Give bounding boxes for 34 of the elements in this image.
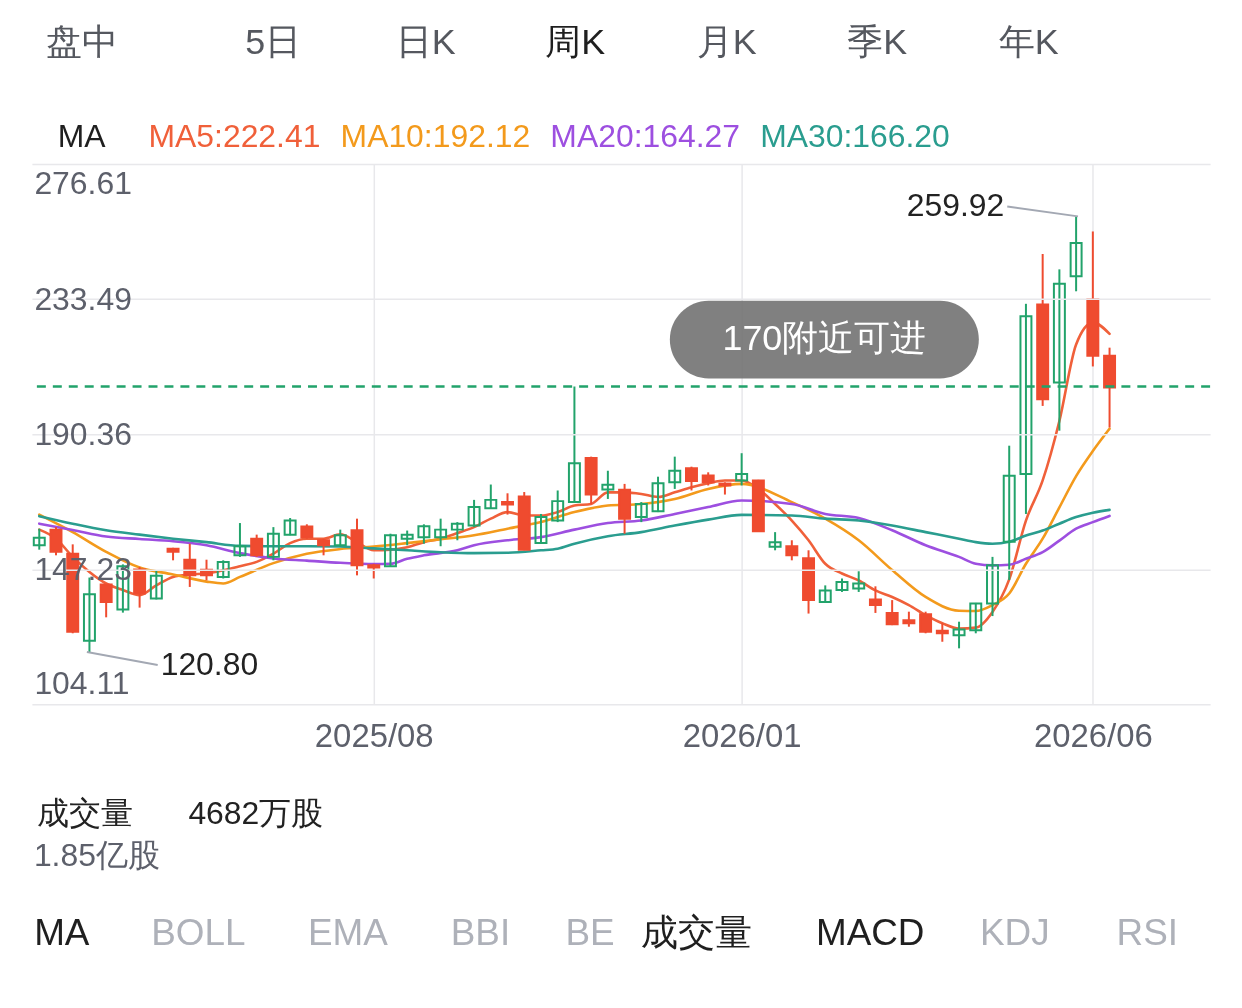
text: RSI (1116, 911, 1179, 953)
text: MACD (815, 911, 925, 953)
annotation: 120.80 (160, 646, 259, 683)
text: BBI (450, 911, 511, 953)
text: EMA (307, 911, 389, 953)
text: 盘中 (45, 22, 118, 63)
text: 成交量 (641, 911, 753, 953)
text: 成交量 (36, 794, 133, 831)
text: 季K (847, 22, 908, 63)
text: KDJ (979, 911, 1050, 953)
x-tick-label: 2025/08 (314, 716, 434, 754)
text: 1.85亿股 (33, 836, 160, 873)
annotation: 259.92 (906, 187, 1005, 224)
annotation: 170附近可进 (722, 318, 927, 359)
text: 月K (696, 22, 757, 63)
text: 周K (545, 22, 606, 63)
text: MA20:164.27 (550, 117, 740, 154)
y-tick-label: 104.11 (34, 664, 130, 701)
text: 5日 (245, 22, 302, 63)
x-tick-label: 2026/06 (1033, 716, 1153, 754)
text: BOLL (151, 911, 246, 953)
text: 年K (998, 22, 1059, 63)
y-tick-label: 233.49 (34, 280, 132, 317)
text: MA5:222.41 (148, 117, 321, 154)
text: BE (565, 911, 615, 953)
text: MA (34, 911, 90, 953)
y-tick-label: 276.61 (34, 164, 132, 201)
text: MA30:166.20 (760, 117, 950, 154)
text: 日K (395, 22, 456, 63)
text: 4682万股 (188, 794, 324, 831)
x-tick-label: 2026/01 (682, 716, 802, 754)
text: MA10:192.12 (340, 117, 531, 154)
legend-title: MA (57, 117, 107, 154)
y-tick-label: 190.36 (34, 415, 132, 452)
